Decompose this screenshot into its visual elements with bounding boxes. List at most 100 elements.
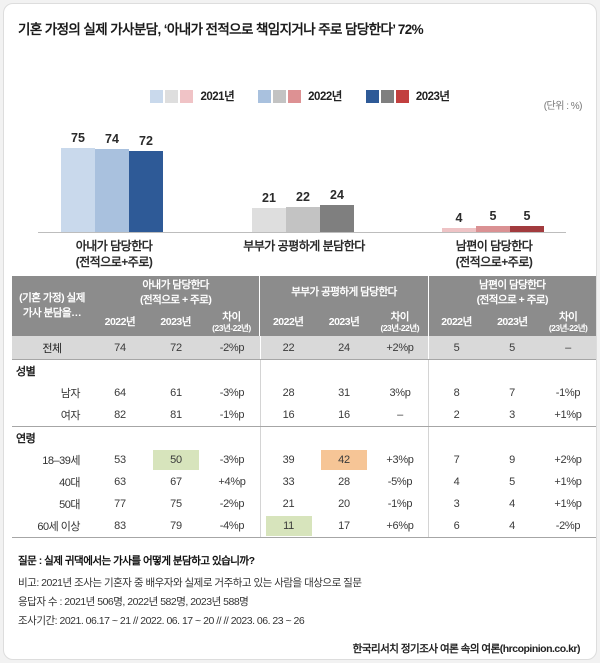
legend-item: 2023년	[365, 88, 450, 104]
table-subheader-year: 2022년	[104, 315, 136, 328]
table-cell: -2%p	[555, 520, 581, 532]
table-cell: 82	[114, 409, 126, 421]
table-cell: 75	[170, 498, 182, 510]
table-cell: 83	[114, 520, 126, 532]
table-cell: 5	[509, 341, 515, 354]
table-cell: -2%p	[219, 341, 245, 354]
table-cell: 16	[338, 409, 350, 421]
page-title: 기혼 가정의 실제 가사분담, ‘아내가 전적으로 책임지거나 주로 담당한다’…	[18, 22, 424, 37]
bar	[320, 205, 354, 232]
table-row: 40대 63 67 +4%p 33 28 -5%p 4 5 +1%p	[12, 471, 596, 493]
table-group-title-line: 부부가 공평하게 담당한다	[291, 286, 397, 299]
row-label: 성별	[16, 366, 36, 378]
table-subheader-row: 2022년 2023년 차이 (23년-22년)	[92, 309, 259, 336]
table-header-group: 부부가 공평하게 담당한다 2022년 2023년 차이 (23년-22년)	[259, 276, 427, 336]
table-cell: 50	[148, 450, 204, 470]
table-row: 연령	[12, 427, 596, 449]
infographic-card: 기혼 가정의 실제 가사분담, ‘아내가 전적으로 책임지거나 주로 담당한다’…	[3, 3, 597, 660]
table-cell: 24	[338, 341, 350, 354]
bar-value-label: 72	[139, 134, 153, 149]
table-cell: 8	[428, 382, 484, 404]
footnote-respondents: 응답자 수 : 2021년 506명, 2022년 582명, 2023년 58…	[18, 596, 249, 608]
legend-swatch	[150, 89, 164, 103]
table-cell: 74	[114, 341, 126, 354]
table-cell: 5	[428, 336, 484, 359]
table-cell: 28	[260, 382, 316, 404]
category-label: 남편이 담당한다 (전적으로+주로)	[455, 239, 533, 270]
table-header-group: 아내가 담당한다 (전적으로 + 주로) 2022년 2023년 차이 (23년-22년)	[92, 276, 259, 336]
bar	[442, 227, 476, 232]
table-subheader-row: 2022년 2023년 차이 (23년-22년)	[429, 309, 596, 336]
category-label: 아내가 담당한다 (전적으로+주로)	[75, 239, 153, 270]
table-cell	[260, 427, 316, 449]
table-group-title-line: 아내가 담당한다	[142, 278, 209, 291]
category-label: 부부가 공평하게 분담한다	[243, 239, 365, 253]
table-subheader-year: 2023년	[328, 315, 360, 328]
legend-swatch	[165, 89, 179, 103]
table-cell: 81	[170, 409, 182, 421]
table-cell: -2%p	[219, 498, 245, 510]
table-cell: 33	[260, 471, 316, 493]
diff-sublabel: (23년-22년)	[548, 322, 588, 333]
table-cell: 3	[428, 493, 484, 515]
bar-column: 74	[95, 132, 129, 232]
table-header-group: 남편이 담당한다 (전적으로 + 주로) 2022년 2023년 차이 (23년-22년)	[427, 276, 596, 336]
bar-value-label: 22	[296, 190, 310, 205]
table-cell: 79	[170, 520, 182, 532]
table-cell: 7	[509, 387, 515, 399]
table-cell: 22	[260, 336, 316, 359]
table-row: 50대 77 75 -2%p 21 20 -1%p 3 4 +1%p	[12, 493, 596, 515]
table-cell: 17	[338, 520, 350, 532]
table-cell: -4%p	[219, 520, 245, 532]
legend-item: 2021년	[150, 88, 235, 104]
bar-group: 4 5 5	[442, 209, 544, 232]
bar-column: 24	[320, 188, 354, 232]
bar-group: 75 74 72	[61, 131, 163, 232]
bar	[510, 226, 544, 232]
table-row: 성별	[12, 360, 596, 382]
table-cell: 31	[338, 387, 350, 399]
bar-group: 21 22 24	[252, 188, 354, 232]
table-cell: 42	[316, 450, 372, 470]
row-label: 남자	[60, 388, 81, 400]
table-cell: 77	[114, 498, 126, 510]
table-corner-header: (기혼 가정) 실제 가사 분담을…	[19, 291, 85, 319]
table-subheader-diff: 차이 (23년-22년)	[372, 309, 428, 336]
table-cell: 11	[260, 515, 316, 537]
bar-value-label: 24	[330, 188, 344, 203]
row-label: 50대	[59, 499, 80, 511]
table-cell: 63	[114, 476, 126, 488]
highlighted-value: 11	[265, 516, 312, 536]
table-row: 60세 이상 83 79 -4%p 11 17 +6%p 6 4 -2%p	[12, 515, 596, 538]
bar-column: 4	[442, 211, 476, 232]
table-row: 여자 82 81 -1%p 16 16 – 2 3 +1%p	[12, 404, 596, 427]
table-cell: 20	[338, 498, 350, 510]
table-subheader-diff: 차이 (23년-22년)	[204, 309, 260, 336]
table-cell: 6	[428, 515, 484, 537]
table-cell: 5	[509, 476, 515, 488]
bar-column: 22	[286, 190, 320, 232]
bar-chart: 75 74 72 21 22 24 4 5 5	[38, 122, 566, 233]
table-subheader-year: 2022년	[441, 315, 472, 328]
diff-sublabel: (23년-22년)	[212, 322, 251, 333]
table-row: 전체 74 72 -2%p 22 24 +2%p 5 5 –	[12, 336, 596, 360]
table-subheader-year: 2023년	[160, 315, 191, 328]
table-group-title: 남편이 담당한다 (전적으로 + 주로)	[429, 276, 596, 309]
table-cell: 64	[114, 387, 126, 399]
table-cell: +2%p	[554, 454, 582, 466]
table-cell: -1%p	[219, 409, 245, 421]
table-cell: -1%p	[387, 498, 413, 510]
table-row: 18–39세 53 50 -3%p 39 42 +3%p 7 9 +2%p	[12, 449, 596, 471]
source-credit: 한국리서치 정기조사 여론 속의 여론(hrcopinion.co.kr)	[352, 643, 581, 655]
table-cell: 2	[428, 404, 484, 426]
bar-value-label: 5	[523, 209, 531, 224]
table-group-title-line: 남편이 담당한다	[479, 278, 546, 291]
legend-item: 2022년	[258, 88, 342, 104]
table-cell: +4%p	[218, 476, 246, 488]
table-group-subtitle: (전적으로 + 주로)	[139, 293, 212, 306]
row-label: 전체	[42, 342, 62, 355]
bar-value-label: 4	[455, 210, 463, 225]
bar	[286, 207, 320, 232]
table-cell: 4	[509, 520, 515, 532]
table-cell: 3%p	[389, 387, 411, 399]
